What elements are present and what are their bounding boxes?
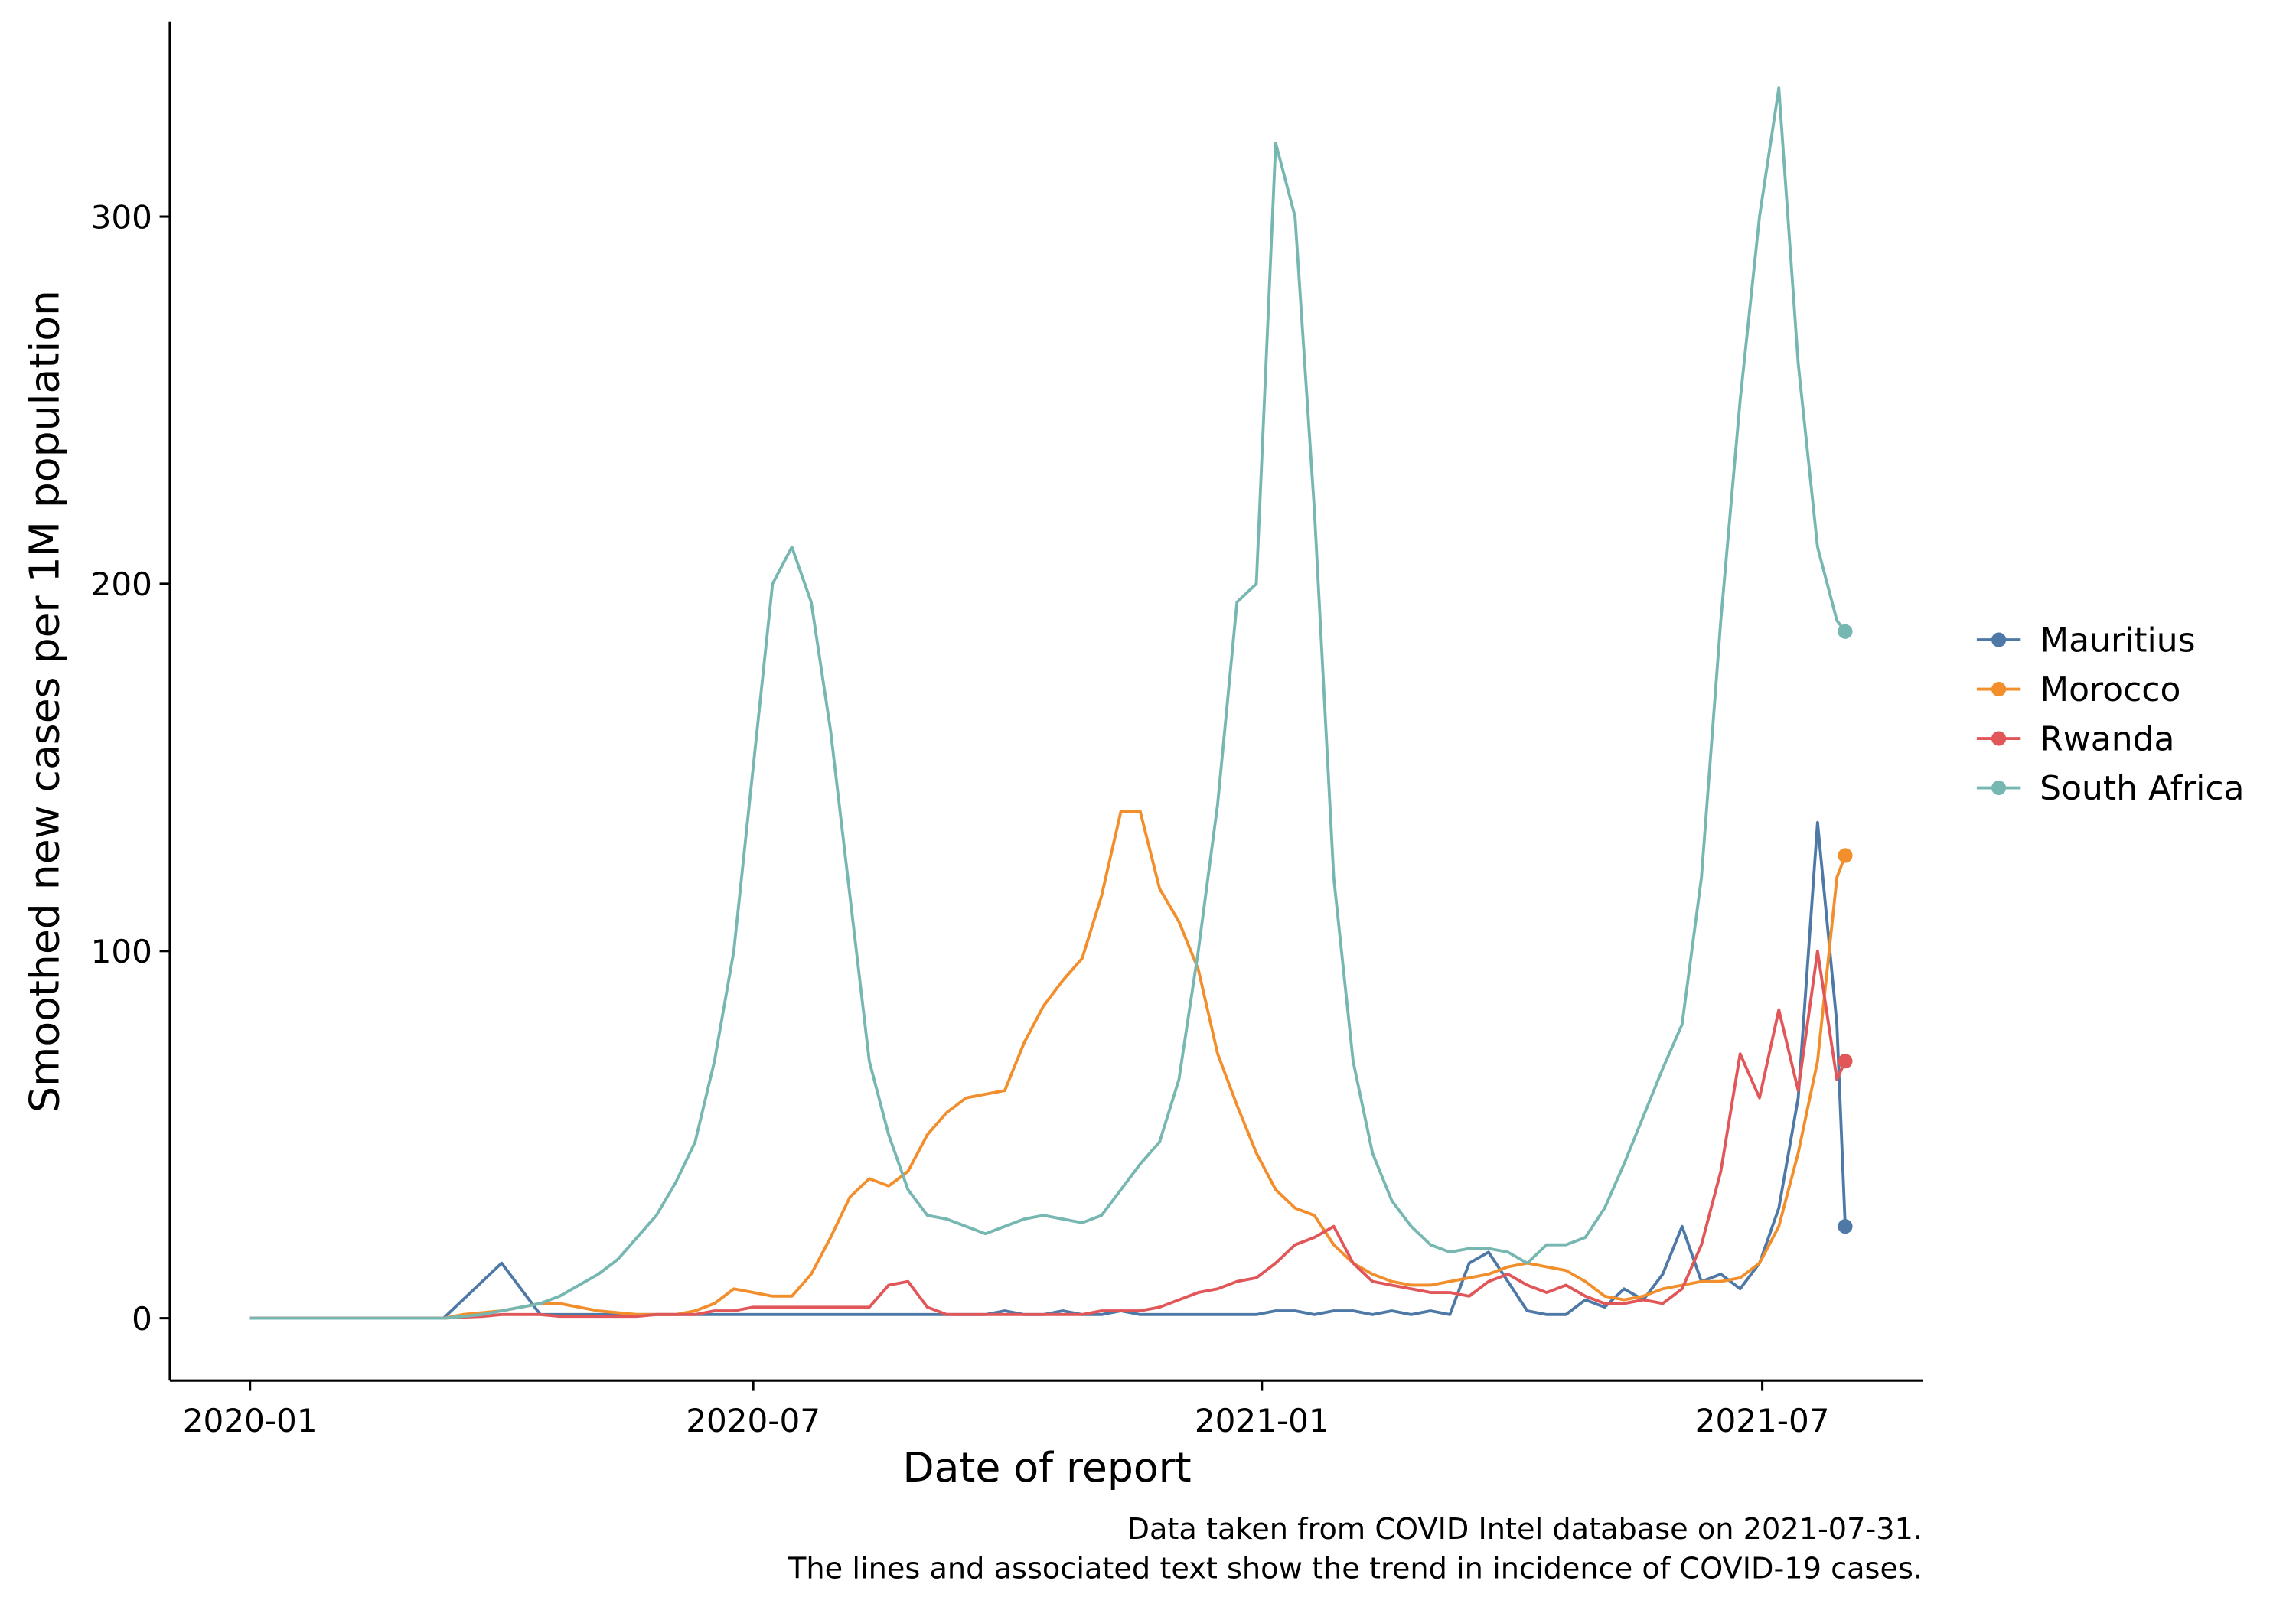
y-tick-label: 200: [91, 566, 152, 603]
series-line: [249, 86, 1847, 1320]
end-marker: [1838, 848, 1853, 863]
x-tick-label: 2020-07: [686, 1402, 820, 1439]
legend-marker: [1991, 780, 2007, 796]
legend-marker: [1991, 731, 2007, 746]
legend-label: Mauritius: [2040, 621, 2195, 660]
legend-label: Morocco: [2040, 670, 2180, 709]
legend-label: South Africa: [2040, 769, 2244, 808]
end-marker: [1838, 1054, 1853, 1069]
series-line: [249, 820, 1847, 1320]
y-tick-label: 100: [91, 933, 152, 970]
series-line: [249, 949, 1847, 1320]
x-tick-label: 2021-01: [1195, 1402, 1329, 1439]
legend-marker: [1991, 682, 2007, 697]
y-tick-label: 0: [132, 1300, 152, 1338]
caption: Data taken from COVID Intel database on …: [1127, 1512, 1923, 1547]
y-tick-label: 300: [91, 198, 152, 236]
y-axis-title: Smoothed new cases per 1M population: [21, 290, 69, 1113]
x-tick-label: 2020-01: [183, 1402, 318, 1439]
end-marker: [1838, 624, 1853, 639]
series-line: [249, 810, 1847, 1320]
end-marker: [1838, 1219, 1853, 1234]
legend-label: Rwanda: [2040, 719, 2174, 758]
x-tick-label: 2021-07: [1695, 1402, 1830, 1439]
caption: The lines and associated text show the t…: [788, 1551, 1923, 1586]
legend-marker: [1991, 632, 2007, 647]
x-axis-title: Date of report: [902, 1443, 1191, 1491]
